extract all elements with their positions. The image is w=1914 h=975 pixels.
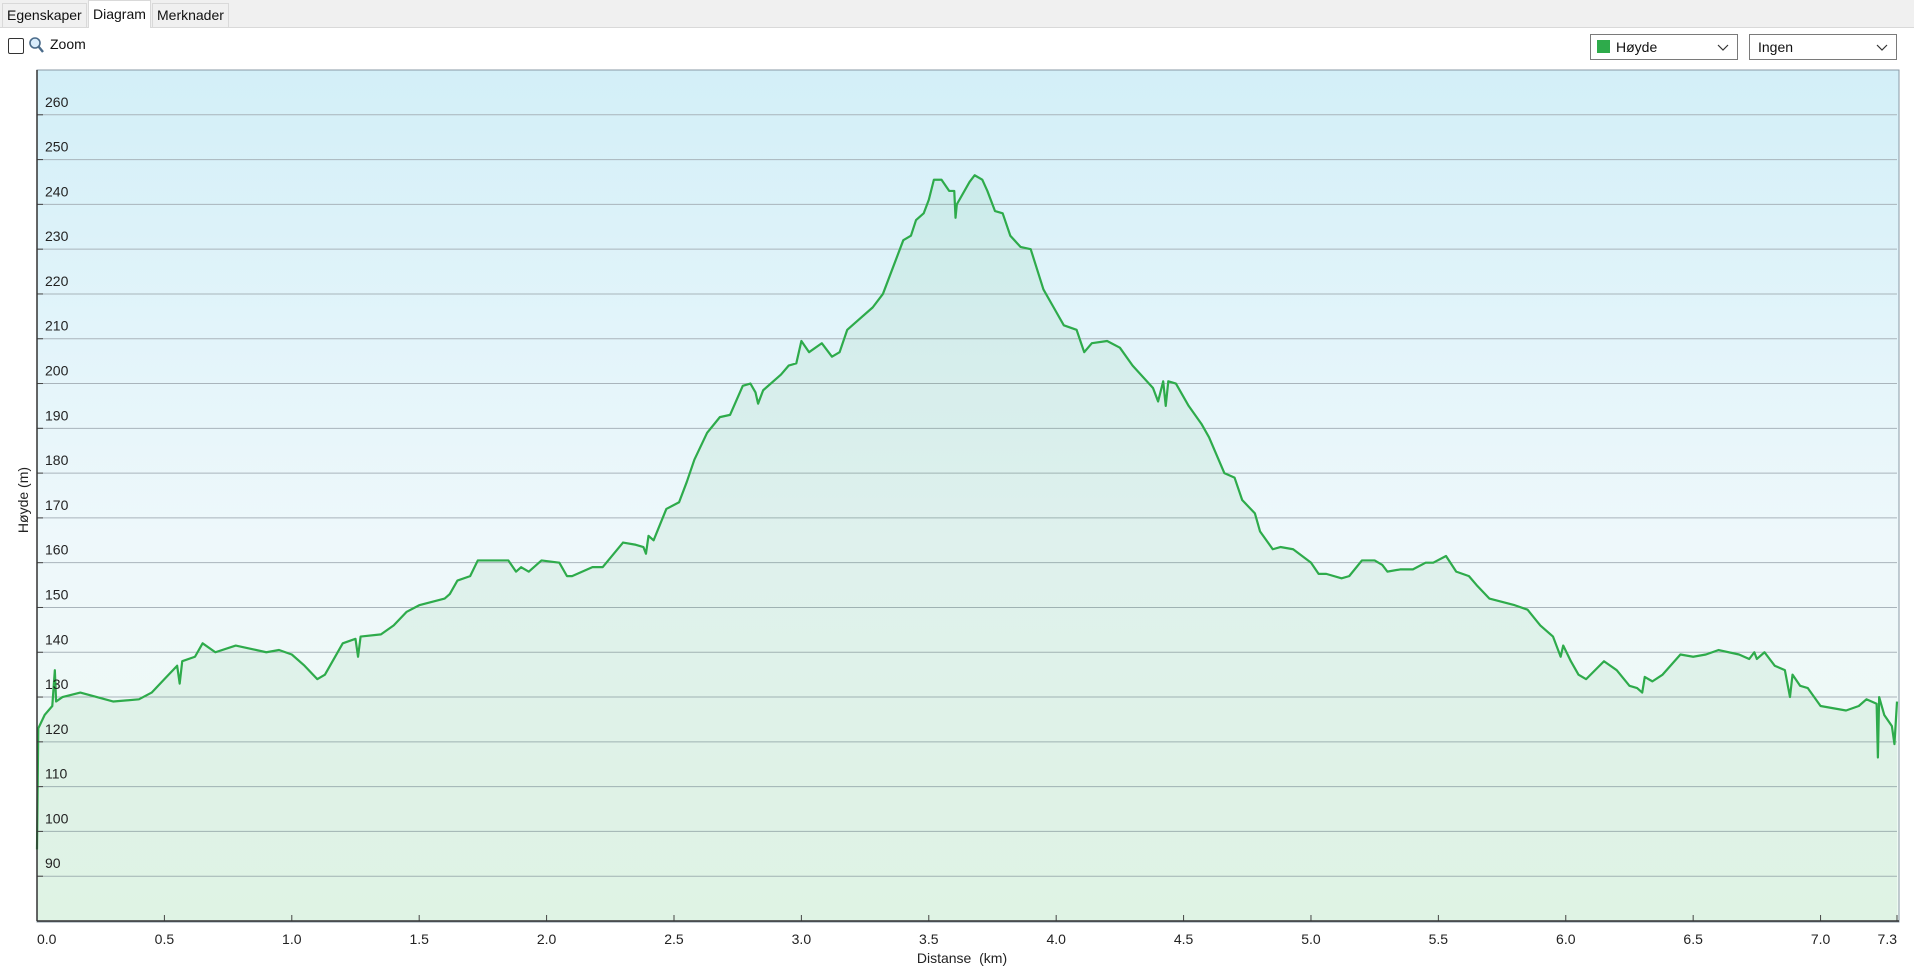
x-axis-title: Distanse (km): [917, 950, 1007, 966]
x-tick-label: 4.0: [1046, 931, 1066, 947]
x-tick-label: 0.0: [37, 931, 57, 947]
y-tick-label: 160: [45, 542, 69, 558]
x-tick-label: 4.5: [1174, 931, 1194, 947]
x-tick-label: 7.3: [1878, 931, 1898, 947]
y-tick-label: 230: [45, 228, 69, 244]
x-tick-label: 5.5: [1429, 931, 1449, 947]
y-tick-label: 180: [45, 452, 69, 468]
x-tick-label: 0.5: [155, 931, 175, 947]
y-tick-label: 130: [45, 676, 69, 692]
y-tick-label: 210: [45, 318, 69, 334]
zoom-checkbox[interactable]: [8, 38, 24, 54]
series-dropdown[interactable]: Høyde: [1590, 34, 1738, 60]
x-tick-label: 2.5: [664, 931, 684, 947]
tab-bar: Egenskaper Diagram Merknader: [0, 0, 1914, 28]
dropdown-arrow: [1717, 44, 1729, 51]
toolbar: Zoom Høyde Ingen: [0, 28, 1914, 68]
x-tick-label: 3.0: [792, 931, 812, 947]
y-tick-label: 250: [45, 139, 69, 155]
tab-selected[interactable]: Diagram: [88, 0, 151, 28]
y-tick-label: 170: [45, 497, 69, 513]
x-tick-label: 6.5: [1683, 931, 1703, 947]
y-tick-label: 110: [45, 766, 68, 782]
x-tick-label: 1.5: [409, 931, 429, 947]
y-tick-label: 90: [45, 855, 61, 871]
y-tick-label: 140: [45, 631, 69, 647]
x-tick-label: 7.0: [1811, 931, 1831, 947]
tab[interactable]: Merknader: [152, 3, 229, 27]
x-tick-label: 1.0: [282, 931, 302, 947]
elevation-line: [35, 174, 1899, 850]
y-tick-label: 200: [45, 363, 69, 379]
y-tick-label: 100: [45, 810, 69, 826]
secondary-dropdown[interactable]: Ingen: [1749, 34, 1897, 60]
dropdown-arrow: [1876, 44, 1888, 51]
dropdown-value: Ingen: [1758, 39, 1794, 55]
x-tick-label: 6.0: [1556, 931, 1576, 947]
axes: 90 100 110 120 130 140 150 160 170 180 190 200 210 22…: [36, 70, 1899, 947]
plot-background: [36, 69, 1900, 923]
series: [35, 174, 1899, 921]
tab[interactable]: Egenskaper: [2, 3, 87, 27]
area-fill: [37, 175, 1897, 921]
x-tick-label: 3.5: [919, 931, 939, 947]
y-axis-title: Høyde (m): [15, 467, 31, 533]
y-tick-label: 190: [45, 407, 69, 423]
x-tick-label: 5.0: [1301, 931, 1321, 947]
y-tick-label: 150: [45, 586, 69, 602]
zoom-label: Zoom: [50, 36, 86, 52]
y-tick-label: 240: [45, 183, 69, 199]
grid: [37, 114, 1897, 877]
y-tick-label: 220: [45, 273, 69, 289]
y-tick-label: 120: [45, 721, 69, 737]
zoom-icon: [29, 37, 44, 53]
x-tick-label: 2.0: [537, 931, 557, 947]
series-color-swatch: [1597, 40, 1610, 53]
y-tick-label: 260: [45, 94, 69, 110]
series-name: Høyde: [1616, 39, 1658, 55]
